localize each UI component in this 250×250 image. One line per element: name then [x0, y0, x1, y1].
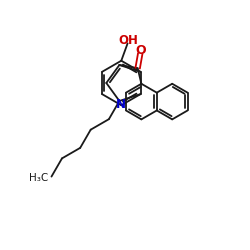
Text: O: O: [136, 44, 146, 57]
Text: H₃C: H₃C: [28, 173, 48, 183]
Text: N: N: [116, 98, 126, 111]
Text: OH: OH: [118, 34, 138, 47]
